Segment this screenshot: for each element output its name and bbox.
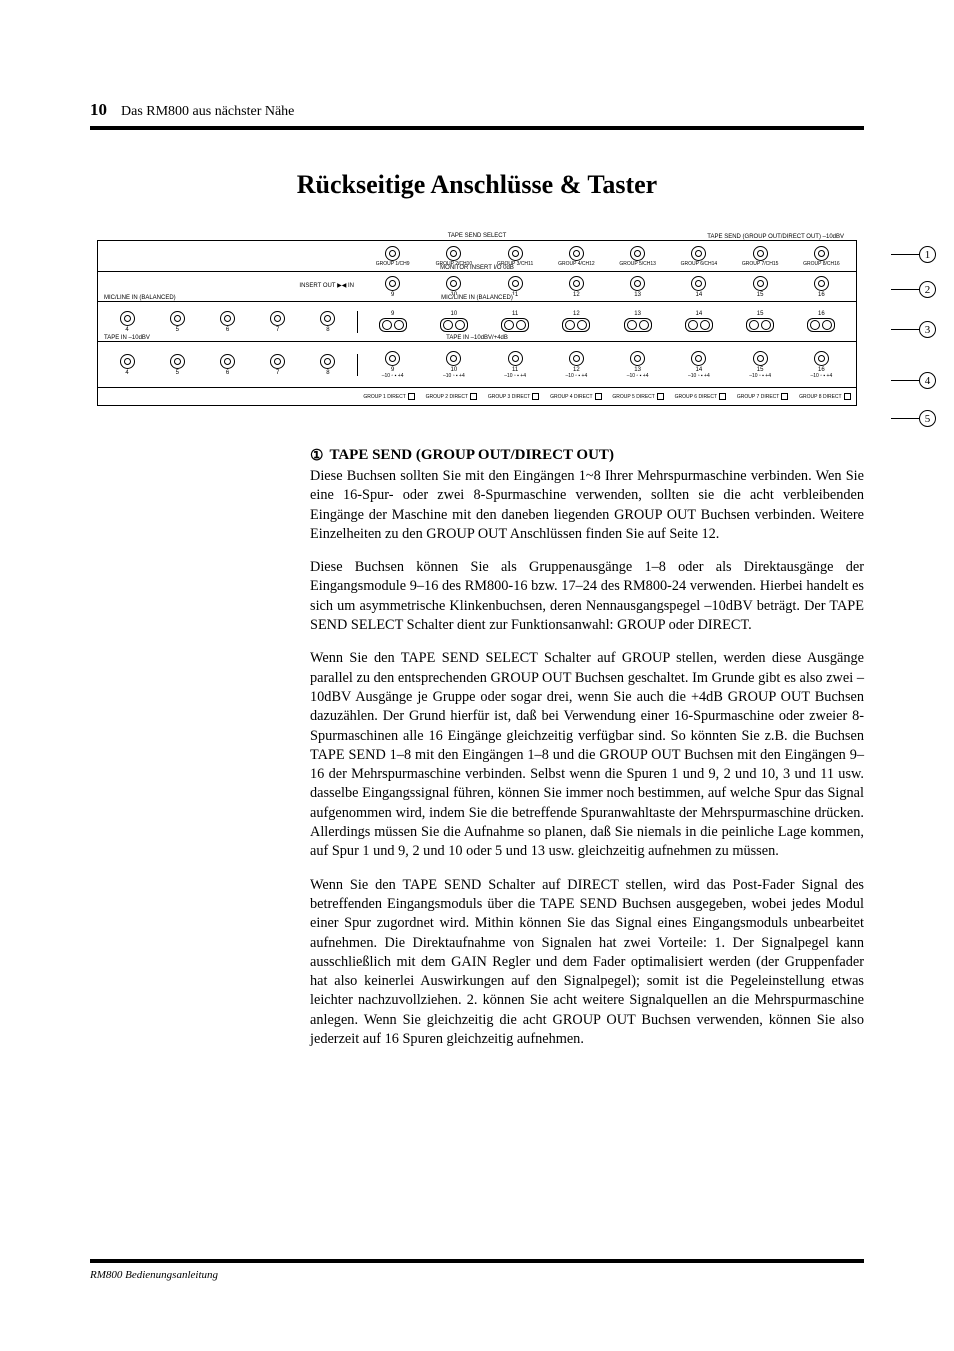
tape-send-select-switch: GROUP 3 DIRECT [483,393,545,400]
paragraph-4: Wenn Sie den TAPE SEND Schalter auf DIRE… [310,876,864,1050]
jack: 5 [152,311,202,333]
jack-pair: 10 [423,311,484,332]
jack: 8 [303,354,353,376]
jack: 7 [253,354,303,376]
jack: 15–10 ▫ ▪ +4 [730,351,791,379]
tape-send-select-switch: GROUP 6 DIRECT [669,393,731,400]
page-title: Rückseitige Anschlüsse & Taster [90,170,864,200]
jack: 11–10 ▫ ▪ +4 [485,351,546,379]
page-footer: RM800 Bedienungsanleitung [90,1259,864,1281]
body-text: Diese Buchsen sollten Sie mit den Eingän… [310,467,864,1049]
row-tape-in: TAPE IN –10dBV TAPE IN –10dBV/+4dB 45678… [98,341,856,387]
jack: 14–10 ▫ ▪ +4 [668,351,729,379]
jack: 6 [202,354,252,376]
jack-pair: 13 [607,311,668,332]
jack: GROUP 5/CH13 [607,246,668,267]
jack: 4 [102,354,152,376]
paragraph-3: Wenn Sie den TAPE SEND SELECT Schalter a… [310,649,864,861]
page-header: 10 Das RM800 aus nächster Nähe [90,100,864,130]
jack-pair: 16 [791,311,852,332]
rear-panel-diagram: TAPE SEND (GROUP OUT/DIRECT OUT) –10dBV … [97,240,857,406]
insert-label: INSERT OUT ▶︎◀︎ IN [299,283,358,290]
jack-pair: 14 [668,311,729,332]
diagram-callout: 5 [891,410,936,427]
paragraph-2: Diese Buchsen können Sie als Gruppenausg… [310,558,864,635]
tape-send-select-switch: GROUP 8 DIRECT [794,393,856,400]
jack: GROUP 2/CH10 [423,246,484,267]
paragraph-1: Diese Buchsen sollten Sie mit den Eingän… [310,467,864,544]
jack: 12 [546,276,607,298]
section-number-icon: ① [310,446,323,465]
diagram-callout: 4 [891,372,936,389]
jack: 10–10 ▫ ▪ +4 [423,351,484,379]
jack: 13 [607,276,668,298]
jack: 6 [202,311,252,333]
jack: 5 [152,354,202,376]
diagram-callout: 1 [891,246,936,263]
jack: GROUP 4/CH12 [546,246,607,267]
jack-pair: 11 [485,311,546,332]
diagram-callout: 2 [891,281,936,298]
page-number: 10 [90,100,107,120]
jack-pair: 9 [362,311,423,332]
jack: GROUP 8/CH16 [791,246,852,267]
tape-send-select-switch: GROUP 5 DIRECT [607,393,669,400]
jack: GROUP 3/CH11 [485,246,546,267]
jack: 14 [668,276,729,298]
diagram-callout: 3 [891,321,936,338]
jack: 16–10 ▫ ▪ +4 [791,351,852,379]
jack: 15 [730,276,791,298]
jack: GROUP 6/CH14 [668,246,729,267]
jack: 7 [253,311,303,333]
tape-send-select-switch: GROUP 2 DIRECT [420,393,482,400]
jack: 13–10 ▫ ▪ +4 [607,351,668,379]
section-heading: ① TAPE SEND (GROUP OUT/DIRECT OUT) [310,446,864,465]
tape-send-select-switch: GROUP 7 DIRECT [732,393,794,400]
jack: GROUP 7/CH15 [730,246,791,267]
header-text: Das RM800 aus nächster Nähe [121,104,294,120]
jack: 12–10 ▫ ▪ +4 [546,351,607,379]
jack: 16 [791,276,852,298]
tape-send-select-switch: GROUP 1 DIRECT [358,393,420,400]
jack: 9–10 ▫ ▪ +4 [362,351,423,379]
jack: 4 [102,311,152,333]
jack: GROUP 1/CH9 [362,246,423,267]
jack: 8 [303,311,353,333]
jack: 9 [362,276,423,298]
tape-send-select-switch: GROUP 4 DIRECT [545,393,607,400]
row-tape-send-select: TAPE SEND SELECT GROUP 1 DIRECTGROUP 2 D… [98,387,856,405]
jack-pair: 15 [730,311,791,332]
jack-pair: 12 [546,311,607,332]
